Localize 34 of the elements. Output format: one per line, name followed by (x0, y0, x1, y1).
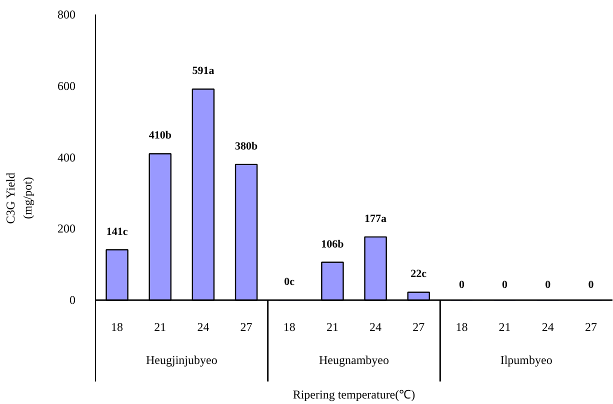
x-axis-title: Ripering temperature(℃) (292, 388, 416, 402)
data-label: 141c (106, 226, 128, 238)
data-label: 591a (192, 65, 215, 78)
data-label: 380b (234, 140, 258, 152)
y-tick-label: 200 (58, 222, 76, 236)
y-tick-label: 400 (58, 150, 76, 164)
data-label: 0 (545, 279, 552, 292)
text: Heugjinjubyeo (146, 353, 218, 368)
x-tick-label: 18 (456, 320, 468, 334)
x-tick-label: 24 (542, 320, 554, 334)
x-tick-label: 27 (584, 320, 597, 334)
x-tick-label: 24 (370, 320, 382, 334)
data-label: 106b (321, 238, 344, 250)
data-label: 0 (588, 279, 594, 292)
data-label: 0c (284, 276, 295, 288)
x-tick-label: 27 (412, 320, 425, 334)
x-tick-label: 27 (240, 320, 252, 334)
x-tick-label: 18 (283, 320, 296, 334)
data-label: 0 (502, 279, 508, 292)
x-tick-label: 24 (197, 320, 210, 334)
text: Heugnambyeo (319, 353, 389, 368)
x-tick-label: 21 (154, 320, 166, 334)
data-label: 410b (148, 130, 172, 142)
data-label: 177a (364, 212, 388, 225)
y-tick-label: 0 (70, 293, 76, 308)
x-tick-label: 21 (326, 320, 338, 334)
y-tick-label: 600 (58, 78, 76, 93)
y-tick-label: 800 (58, 8, 76, 22)
data-label: 22c (410, 268, 427, 280)
text: Ilpumbyeo (500, 353, 552, 368)
data-label: 0 (458, 279, 465, 292)
x-tick-label: 18 (111, 320, 124, 334)
x-tick-label: 21 (498, 320, 511, 334)
y-axis-title: C3G Yield (mg/pot) (4, 172, 34, 224)
